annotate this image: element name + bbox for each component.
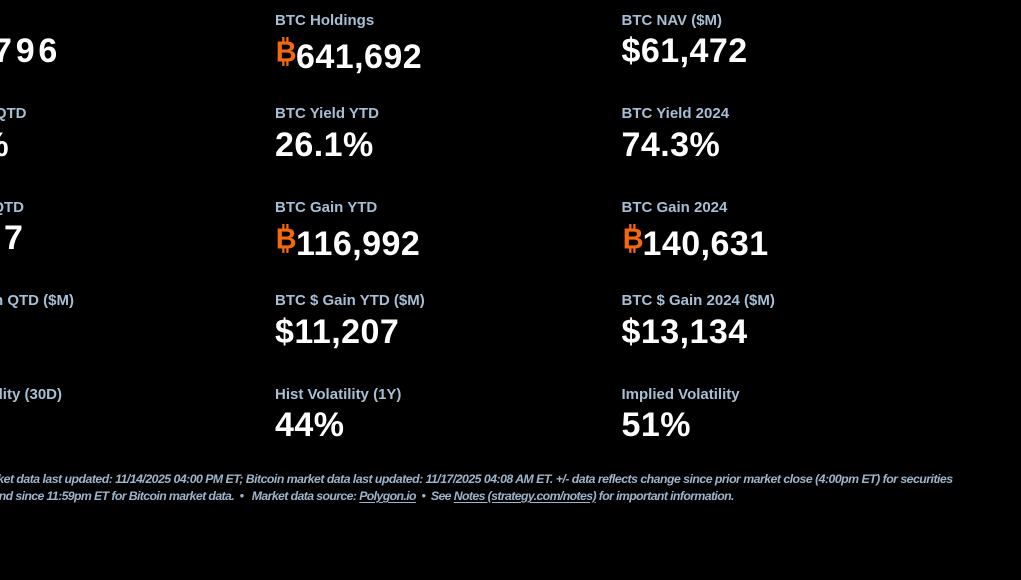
svg-text:B: B <box>622 224 642 256</box>
svg-text:B: B <box>276 224 296 256</box>
svg-text:B: B <box>276 37 296 69</box>
